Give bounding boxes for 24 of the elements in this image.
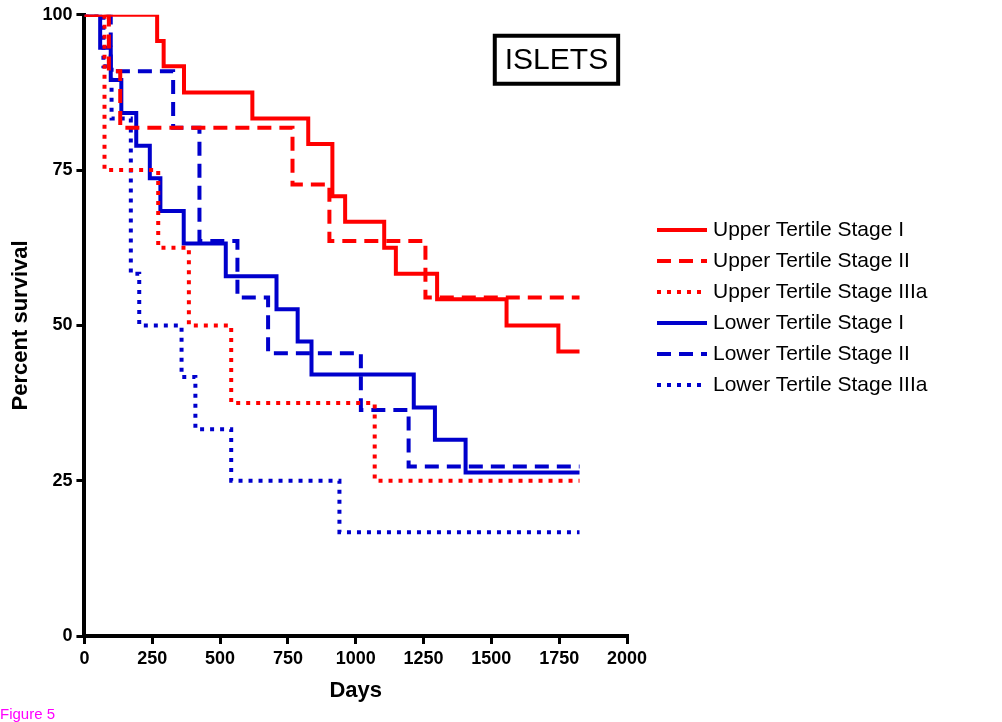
legend-label: Upper Tertile Stage II: [713, 247, 910, 271]
legend-label: Lower Tertile Stage II: [713, 340, 910, 364]
y-tick-label: 0: [62, 624, 73, 645]
x-tick-label: 0: [79, 647, 90, 668]
x-tick-label: 1500: [471, 647, 512, 668]
y-tick-label: 75: [52, 159, 73, 180]
y-tick-label: 25: [52, 469, 73, 490]
x-tick-label: 1750: [539, 647, 580, 668]
caption: Figure 5: [0, 705, 56, 722]
x-tick-label: 1000: [335, 647, 376, 668]
legend-label: Lower Tertile Stage I: [713, 309, 905, 333]
x-tick-label: 1250: [403, 647, 444, 668]
legend-label: Upper Tertile Stage IIIa: [713, 278, 928, 302]
legend-label: Upper Tertile Stage I: [713, 216, 905, 240]
x-tick-label: 500: [205, 647, 236, 668]
x-tick-label: 250: [137, 647, 168, 668]
text: ISLETS: [504, 42, 609, 76]
y-tick-label: 50: [52, 314, 73, 335]
legend-label: Lower Tertile Stage IIIa: [713, 371, 928, 395]
x-axis-title: Days: [329, 676, 383, 702]
x-tick-label: 750: [272, 647, 303, 668]
x-tick-label: 2000: [606, 647, 648, 668]
y-tick-label: 100: [42, 3, 73, 24]
y-axis-title: Percent survival: [7, 240, 33, 411]
